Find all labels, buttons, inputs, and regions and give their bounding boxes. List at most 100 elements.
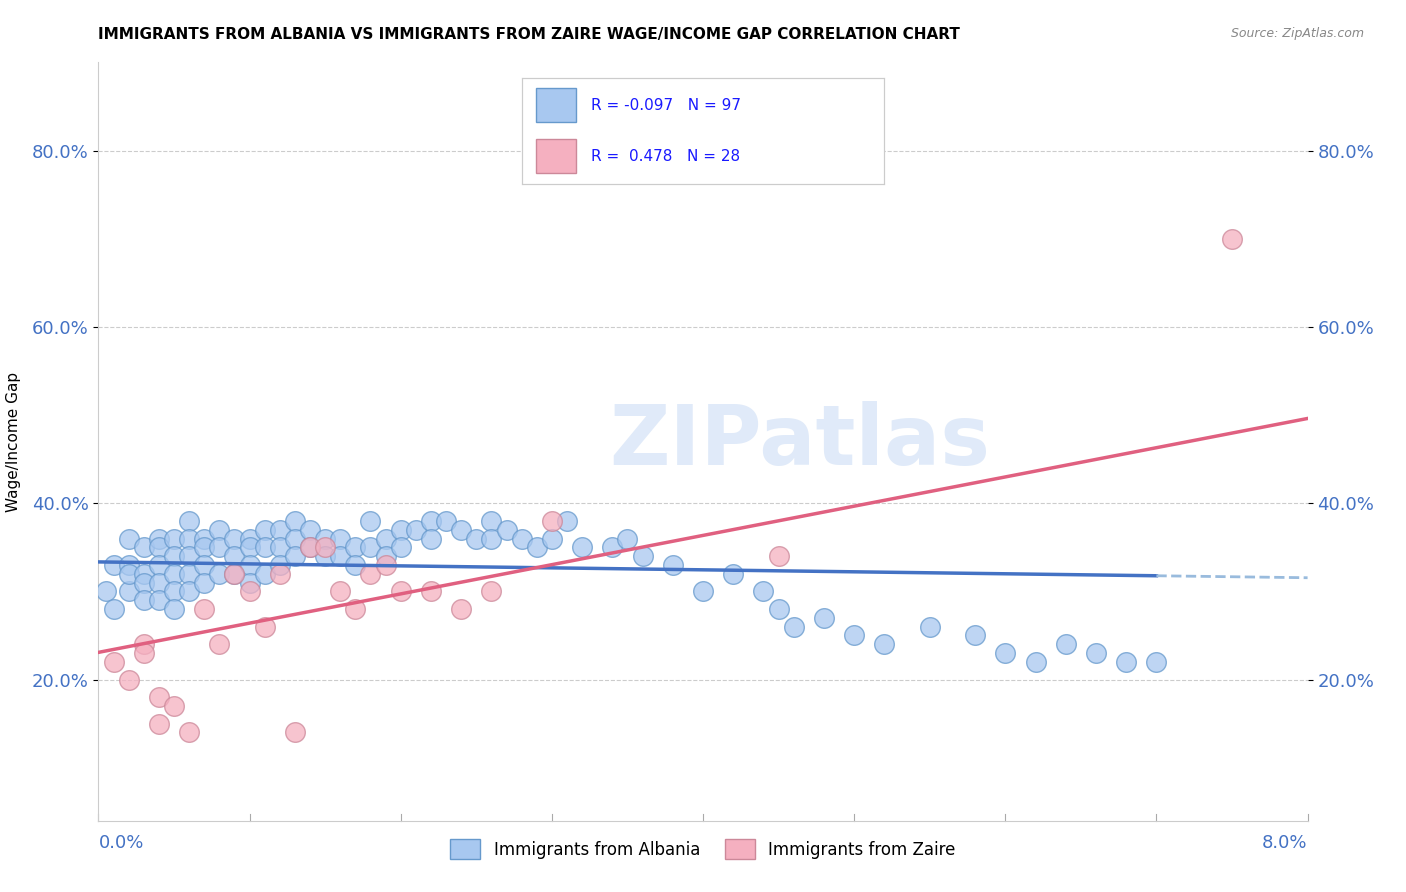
Point [405,523,427,537]
Point [284,532,307,546]
Point [661,558,683,572]
Point [299,541,322,555]
Point [179,532,201,546]
Point [239,541,262,555]
Point [329,549,352,563]
Point [179,549,201,563]
Point [481,532,503,546]
Point [103,655,125,669]
Point [616,532,638,546]
Point [163,584,186,599]
Point [179,584,201,599]
Point [299,523,322,537]
Point [540,532,562,546]
Point [193,602,215,616]
Point [118,584,141,599]
Point [208,566,231,581]
Point [329,532,352,546]
Point [918,620,941,634]
Point [481,514,503,528]
Point [148,532,170,546]
Point [329,584,352,599]
Point [224,532,246,546]
Point [132,637,155,651]
Point [360,514,382,528]
Point [239,584,262,599]
Point [148,575,170,590]
Point [193,575,215,590]
Point [1220,232,1243,246]
Point [374,558,396,572]
Point [148,593,170,607]
Point [389,584,412,599]
Point [148,716,170,731]
Text: ZIPatlas: ZIPatlas [609,401,990,482]
Point [269,558,291,572]
Point [540,514,562,528]
Point [481,584,503,599]
Point [253,523,276,537]
Point [768,549,790,563]
Point [94,584,117,599]
Point [1054,637,1077,651]
Point [450,523,472,537]
Point [208,541,231,555]
Point [450,602,472,616]
Point [314,532,336,546]
Point [118,532,141,546]
Legend: Immigrants from Albania, Immigrants from Zaire: Immigrants from Albania, Immigrants from… [444,833,962,865]
Point [253,541,276,555]
Point [179,514,201,528]
Point [132,566,155,581]
Point [752,584,775,599]
Text: 0.0%: 0.0% [98,834,143,852]
Point [118,673,141,687]
Point [239,532,262,546]
Point [193,532,215,546]
Point [873,637,896,651]
Point [344,541,367,555]
Point [1025,655,1047,669]
Point [103,558,125,572]
Point [179,725,201,739]
Point [965,628,987,642]
Point [179,566,201,581]
Point [994,646,1017,660]
Point [299,541,322,555]
Point [360,566,382,581]
Point [193,541,215,555]
Point [692,584,714,599]
Point [389,541,412,555]
Point [118,566,141,581]
Point [844,628,866,642]
Point [132,593,155,607]
Point [269,566,291,581]
Point [374,532,396,546]
Point [314,549,336,563]
Point [239,558,262,572]
Point [118,558,141,572]
Point [434,514,457,528]
Point [768,602,790,616]
Point [193,558,215,572]
Text: IMMIGRANTS FROM ALBANIA VS IMMIGRANTS FROM ZAIRE WAGE/INCOME GAP CORRELATION CHA: IMMIGRANTS FROM ALBANIA VS IMMIGRANTS FR… [98,27,960,42]
Point [163,602,186,616]
Point [208,637,231,651]
Point [344,558,367,572]
Point [314,541,336,555]
Point [420,532,443,546]
Point [208,523,231,537]
Point [224,566,246,581]
Point [163,699,186,714]
Point [813,611,835,625]
Point [1146,655,1168,669]
Point [132,575,155,590]
Point [571,541,593,555]
Point [783,620,806,634]
Point [631,549,654,563]
Point [420,584,443,599]
Point [253,566,276,581]
Point [465,532,488,546]
Point [224,549,246,563]
Point [420,514,443,528]
